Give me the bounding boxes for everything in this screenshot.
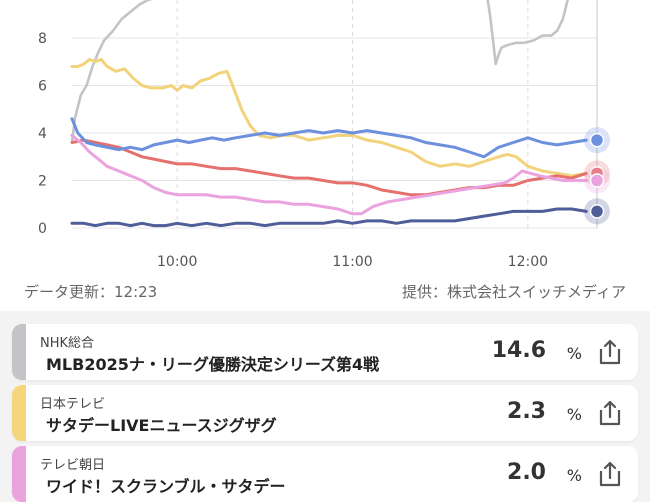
x-tick-label: 12:00 bbox=[508, 254, 548, 270]
current-marker-2 bbox=[589, 173, 605, 188]
channel-color-bar bbox=[12, 446, 26, 502]
channel-card-nhk[interactable]: NHK総合 MLB2025ナ・リーグ優勝決定シリーズ第4戦 14.6 % bbox=[12, 324, 638, 380]
rating-value: 2.0 bbox=[507, 460, 546, 485]
x-tick-label: 10:00 bbox=[157, 254, 197, 270]
series-line-3 bbox=[70, 133, 588, 216]
x-tick-label: 11:00 bbox=[332, 254, 372, 270]
share-icon[interactable] bbox=[596, 398, 624, 428]
percent-unit: % bbox=[566, 344, 582, 363]
channel-color-bar bbox=[12, 324, 26, 380]
percent-unit: % bbox=[566, 466, 582, 485]
y-tick-label: 8 bbox=[38, 31, 47, 47]
chart-svg: 0 2 4 6 8 10:00 11:00 12:00 bbox=[38, 0, 610, 270]
share-icon[interactable] bbox=[596, 459, 624, 489]
program-title: ワイド！スクランブル・サタデー bbox=[46, 477, 286, 496]
series-line-0 bbox=[70, 0, 569, 144]
y-tick-label: 4 bbox=[38, 126, 47, 142]
series-line-4 bbox=[70, 117, 588, 159]
meta-row: データ更新：12:23 提供：株式会社スイッチメディア bbox=[0, 275, 650, 311]
channel-card-tv-asahi[interactable]: テレビ朝日 ワイド！スクランブル・サタデー 2.0 % bbox=[12, 446, 638, 502]
channel-name: テレビ朝日 bbox=[40, 458, 106, 473]
series-line-5 bbox=[70, 207, 588, 228]
channel-name: 日本テレビ bbox=[40, 397, 106, 412]
y-tick-label: 6 bbox=[38, 79, 47, 95]
rating-value: 2.3 bbox=[507, 399, 546, 424]
percent-unit: % bbox=[566, 405, 582, 424]
rating-chart: 0 2 4 6 8 10:00 11:00 12:00 bbox=[0, 0, 650, 275]
channel-color-bar bbox=[12, 385, 26, 441]
channel-name: NHK総合 bbox=[40, 336, 95, 351]
current-marker-3 bbox=[589, 204, 605, 219]
rating-value: 14.6 bbox=[491, 338, 546, 363]
y-tick-label: 2 bbox=[38, 174, 47, 190]
program-title: サタデーLIVEニュースジグザグ bbox=[46, 416, 277, 435]
program-title: MLB2025ナ・リーグ優勝決定シリーズ第4戦 bbox=[46, 355, 380, 374]
share-icon[interactable] bbox=[596, 337, 624, 367]
channel-card-ntv[interactable]: 日本テレビ サタデーLIVEニュースジグザグ 2.3 % bbox=[12, 385, 638, 441]
provider-text: 提供：株式会社スイッチメディア bbox=[402, 283, 626, 301]
current-marker-0 bbox=[589, 132, 605, 148]
data-updated-text: データ更新：12:23 bbox=[24, 283, 158, 301]
y-tick-label: 0 bbox=[38, 221, 47, 237]
